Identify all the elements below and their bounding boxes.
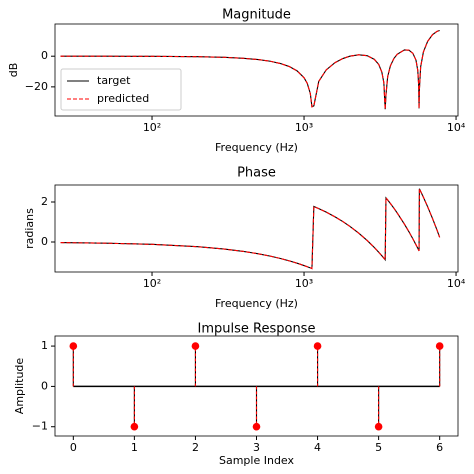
stem-marker — [252, 422, 261, 431]
x-tick-label: 10² — [143, 121, 161, 134]
y-tick-label: −1 — [32, 420, 48, 433]
stem-marker — [374, 422, 383, 431]
axes-frame — [54, 184, 459, 273]
x-tick-label: 10³ — [295, 277, 313, 290]
line — [60, 29, 440, 110]
x-axis-label: Sample Index — [219, 454, 295, 467]
stem-marker — [69, 342, 78, 350]
plot-area — [69, 342, 444, 431]
y-tick-label: 2 — [41, 195, 48, 208]
subplot: Impulse Response Sample Index Amplitude 0 1 2… — [13, 322, 459, 467]
stem-marker — [313, 342, 322, 350]
legend-label: target — [97, 74, 131, 87]
x-tick-label: 1 — [131, 441, 138, 454]
x-tick-label: 10⁴ — [447, 277, 466, 290]
legend-label: predicted — [97, 92, 149, 105]
plot-area — [60, 188, 441, 270]
y-axis-label: dB — [7, 63, 20, 78]
axes-frame — [54, 335, 459, 437]
y-tick-label: 0 — [41, 49, 48, 62]
y-tick-label: −20 — [25, 80, 48, 93]
x-tick-label: 10³ — [295, 121, 313, 134]
x-tick-label: 10⁴ — [447, 121, 466, 134]
y-axis-label: radians — [23, 208, 36, 249]
subplot: Magnitude Frequency (Hz) dB 10² 10³ 10⁴ −20 0 ta… — [7, 8, 466, 155]
axes-frame — [54, 23, 459, 117]
subplot-title: Magnitude — [222, 8, 291, 23]
legend: target predicted — [60, 68, 182, 111]
x-tick-label: 4 — [314, 441, 321, 454]
y-tick-label: 0 — [41, 379, 48, 392]
x-tick-label: 6 — [436, 441, 443, 454]
x-tick-label: 5 — [375, 441, 382, 454]
legend-box — [60, 68, 182, 111]
y-tick-label: 0 — [41, 235, 48, 248]
x-axis-label: Frequency (Hz) — [215, 297, 298, 310]
x-tick-label: 2 — [192, 441, 199, 454]
y-axis-label: Amplitude — [13, 358, 26, 415]
y-tick-label: 1 — [41, 339, 48, 352]
line — [60, 188, 441, 270]
subplot-title: Impulse Response — [198, 322, 316, 337]
x-axis-label: Frequency (Hz) — [215, 141, 298, 154]
stem-marker — [435, 342, 444, 350]
x-tick-label: 10² — [143, 277, 161, 290]
stem-marker — [191, 342, 200, 350]
stem-marker — [130, 422, 139, 431]
subplot: Phase Frequency (Hz) radians 10² 10³ 10⁴ 0 2 — [23, 166, 466, 311]
x-tick-label: 3 — [253, 441, 260, 454]
plot-area — [60, 29, 440, 110]
x-tick-label: 0 — [70, 441, 77, 454]
subplot-title: Phase — [237, 166, 276, 181]
